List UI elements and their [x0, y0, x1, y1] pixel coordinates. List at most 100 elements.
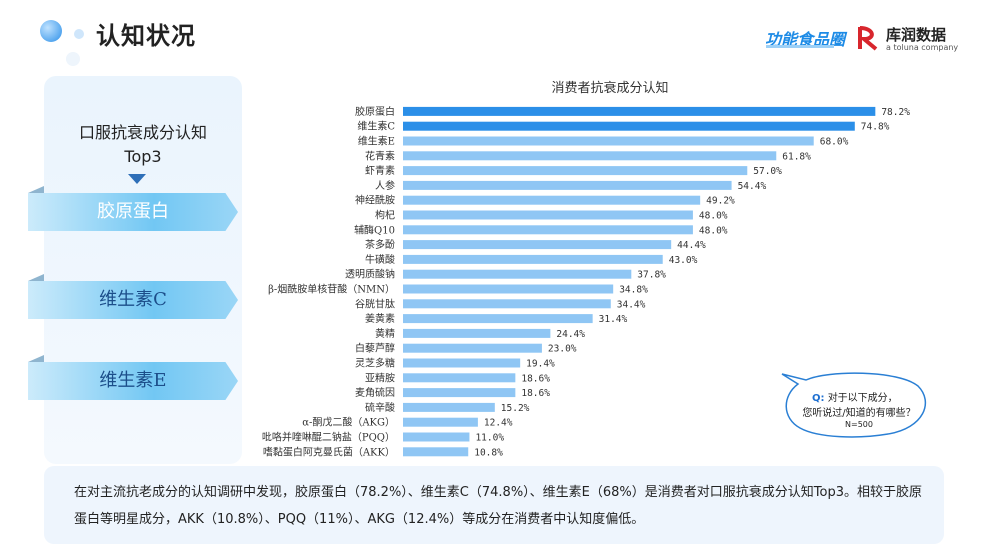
value-label: 23.0% [548, 344, 577, 355]
value-label: 57.0% [753, 166, 782, 177]
bar [403, 240, 672, 250]
ribbon-fold [28, 186, 44, 193]
rank-2-label: 维生素C [99, 289, 167, 310]
bar [403, 388, 516, 398]
callout-sample-size: N=500 [845, 420, 873, 429]
ribbon-band [28, 193, 238, 231]
ribbon-fold [28, 355, 44, 362]
callout-line2: 您听说过/知道的有哪些？ [802, 408, 916, 419]
category-label: 神经酰胺 [355, 194, 395, 207]
category-label: 花青素 [365, 149, 395, 162]
logo-kurun-name: 库润数据 [886, 26, 947, 44]
category-label: 透明质酸钠 [345, 268, 395, 281]
value-label: 44.4% [677, 240, 706, 251]
bar [403, 225, 693, 235]
page-title: 认知状况 [96, 22, 196, 50]
category-label: 枸杞 [375, 209, 395, 222]
category-label: 姜黄素 [365, 312, 395, 325]
bar [403, 136, 814, 146]
bar [403, 417, 478, 427]
value-label: 24.4% [556, 329, 585, 340]
decor-dot-large [40, 20, 62, 42]
category-label: 吡咯并喹啉醌二钠盐（PQQ） [262, 431, 395, 444]
category-label: 麦角硫因 [355, 386, 395, 399]
value-label: 48.0% [699, 225, 728, 236]
bar [403, 373, 516, 383]
category-label: 灵芝多糖 [355, 357, 395, 370]
category-label: 虾青素 [365, 164, 395, 177]
bar [403, 180, 732, 190]
top3-title-line2: Top3 [124, 147, 162, 166]
callout-line1-text: 对于以下成分， [827, 393, 898, 404]
category-label: 嗜黏蛋白阿克曼氏菌（AKK） [263, 445, 395, 458]
rank-3: 维生素E [28, 355, 238, 400]
category-label: 白藜芦醇 [355, 342, 395, 355]
category-label: 茶多酚 [365, 238, 395, 251]
category-label: 辅酶Q10 [354, 223, 395, 236]
value-label: 11.0% [475, 433, 504, 444]
decor-dot-faint [66, 52, 80, 66]
value-label: 68.0% [820, 137, 849, 148]
rank-2: 维生素C [28, 274, 238, 319]
ribbon-band [28, 362, 238, 400]
bar [403, 269, 632, 279]
category-label: 维生素C [357, 120, 395, 133]
down-arrow-icon [128, 174, 146, 184]
ribbon-band [28, 281, 238, 319]
category-label: 亚精胺 [365, 371, 395, 384]
bar [403, 195, 701, 205]
bar [403, 358, 521, 368]
bar [403, 432, 470, 442]
category-label: 黄精 [375, 327, 395, 340]
category-label: 谷胱甘肽 [355, 297, 395, 310]
category-label: β-烟酰胺单核苷酸（NMN） [268, 283, 395, 296]
value-label: 74.8% [861, 122, 890, 133]
bar [403, 284, 614, 294]
logo-functional-food: 功能食品圈 [765, 30, 846, 49]
decor-dot-small [74, 29, 84, 39]
value-label: 34.4% [617, 299, 646, 310]
callout-q: Q: [812, 393, 825, 404]
bar [403, 210, 693, 220]
bar [403, 343, 542, 353]
value-label: 78.2% [881, 107, 910, 118]
value-label: 15.2% [501, 403, 530, 414]
value-label: 37.8% [637, 270, 666, 281]
value-label: 19.4% [526, 359, 555, 370]
callout-line1: Q: 对于以下成分， [812, 389, 898, 404]
category-label: α-酮戊二酸（AKG） [302, 416, 395, 429]
category-label: 牛磺酸 [365, 253, 395, 266]
bar [403, 121, 855, 131]
category-label: 硫辛酸 [365, 401, 395, 414]
bar [403, 314, 593, 324]
rank-1-label: 胶原蛋白 [97, 201, 169, 222]
bar [403, 299, 611, 309]
value-label: 12.4% [484, 418, 513, 429]
bar [403, 254, 663, 264]
value-label: 48.0% [699, 211, 728, 222]
rank-3-label: 维生素E [99, 370, 167, 391]
value-label: 54.4% [738, 181, 767, 192]
summary-text: 在对主流抗老成分的认知调研中发现，胶原蛋白（78.2%）、维生素C（74.8%）… [44, 466, 944, 544]
bar [403, 447, 469, 457]
value-label: 18.6% [521, 388, 550, 399]
chart-title: 消费者抗衰成分认知 [551, 81, 669, 96]
top3-title-line1: 口服抗衰成分认知 [78, 123, 207, 142]
category-label: 人参 [375, 179, 395, 192]
logo-underline [766, 45, 834, 48]
bar [403, 402, 495, 412]
value-label: 61.8% [782, 151, 811, 162]
header: 认知状况 功能食品圈 库润数据 a toluna company [0, 0, 987, 66]
logo-kurun-sub: a toluna company [886, 43, 959, 52]
value-label: 10.8% [474, 447, 503, 458]
bar [403, 106, 876, 116]
bar [403, 328, 551, 338]
category-label: 胶原蛋白 [355, 105, 395, 118]
value-label: 49.2% [706, 196, 735, 207]
callout-bubble [781, 372, 927, 438]
top3-panel-title: 口服抗衰成分认知 Top3 [44, 121, 242, 169]
ribbon-fold [28, 274, 44, 281]
rank-1: 胶原蛋白 [28, 186, 238, 231]
value-label: 34.8% [619, 285, 648, 296]
